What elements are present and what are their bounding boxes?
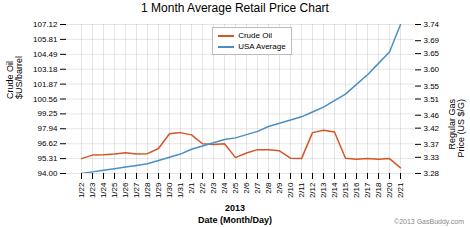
svg-text:1/25: 1/25 — [110, 182, 119, 198]
svg-text:3.46: 3.46 — [424, 111, 440, 120]
svg-text:3.69: 3.69 — [424, 36, 440, 45]
html-text:Crude Oil: Crude Oil — [238, 31, 272, 40]
svg-text:1/23: 1/23 — [88, 182, 97, 198]
svg-text:101.87: 101.87 — [33, 80, 58, 89]
svg-text:2/12: 2/12 — [308, 182, 317, 198]
html-text:2013: 2013 — [225, 203, 245, 213]
svg-text:1/26: 1/26 — [121, 182, 130, 198]
svg-text:3.33: 3.33 — [424, 153, 440, 162]
svg-text:107.12: 107.12 — [33, 20, 58, 29]
svg-text:97.94: 97.94 — [37, 124, 58, 133]
svg-text:105.81: 105.81 — [33, 35, 58, 44]
svg-text:3.42: 3.42 — [424, 124, 440, 133]
svg-text:2/1: 2/1 — [187, 182, 196, 194]
svg-text:103.18: 103.18 — [33, 65, 58, 74]
svg-text:1/29: 1/29 — [154, 182, 163, 198]
svg-text:2/3: 2/3 — [209, 182, 218, 194]
svg-text:3.51: 3.51 — [424, 95, 440, 104]
svg-text:3.37: 3.37 — [424, 140, 440, 149]
svg-text:3.65: 3.65 — [424, 49, 440, 58]
svg-text:1/22: 1/22 — [77, 182, 86, 198]
html-text:1 Month Average Retail Price C: 1 Month Average Retail Price Chart — [141, 1, 329, 15]
svg-text:2/4: 2/4 — [220, 182, 229, 194]
html-text:©2013 GasBuddy.com: ©2013 GasBuddy.com — [394, 218, 464, 225]
svg-text:100.56: 100.56 — [33, 95, 58, 104]
svg-text:1/30: 1/30 — [165, 182, 174, 198]
svg-text:2/5: 2/5 — [231, 182, 240, 194]
svg-text:3.28: 3.28 — [424, 169, 440, 178]
svg-text:2/16: 2/16 — [352, 182, 361, 198]
svg-text:95.31: 95.31 — [37, 154, 58, 163]
svg-text:2/9: 2/9 — [275, 182, 284, 194]
svg-text:3.74: 3.74 — [424, 20, 440, 29]
svg-text:2/2: 2/2 — [198, 182, 207, 194]
svg-text:2/20: 2/20 — [385, 182, 394, 198]
svg-text:Regular GasPrice (US $/G): Regular GasPrice (US $/G) — [447, 99, 466, 158]
svg-text:2/17: 2/17 — [363, 182, 372, 198]
svg-text:94.00: 94.00 — [37, 169, 58, 178]
html-text:Date (Month/Day): Date (Month/Day) — [198, 215, 272, 225]
svg-text:3.60: 3.60 — [424, 65, 440, 74]
svg-text:2/6: 2/6 — [242, 182, 251, 194]
svg-text:2/14: 2/14 — [330, 182, 339, 198]
svg-text:Crude Oil$US/barrel: Crude Oil$US/barrel — [5, 56, 24, 99]
svg-text:3.55: 3.55 — [424, 82, 440, 91]
svg-text:2/18: 2/18 — [374, 182, 383, 198]
svg-text:2/15: 2/15 — [341, 182, 350, 198]
svg-text:1/31: 1/31 — [176, 182, 185, 198]
svg-text:99.25: 99.25 — [37, 109, 58, 118]
svg-text:2/7: 2/7 — [253, 182, 262, 194]
svg-text:1/24: 1/24 — [99, 182, 108, 198]
html-text:USA Average: USA Average — [238, 42, 286, 51]
svg-text:2/10: 2/10 — [286, 182, 295, 198]
svg-text:104.49: 104.49 — [33, 50, 58, 59]
svg-text:1/27: 1/27 — [132, 182, 141, 198]
svg-text:2/21: 2/21 — [396, 182, 405, 198]
svg-text:96.62: 96.62 — [37, 139, 58, 148]
svg-text:1/28: 1/28 — [143, 182, 152, 198]
svg-text:2/8: 2/8 — [264, 182, 273, 194]
svg-text:2/13: 2/13 — [319, 182, 328, 198]
svg-text:2/11: 2/11 — [297, 182, 306, 198]
